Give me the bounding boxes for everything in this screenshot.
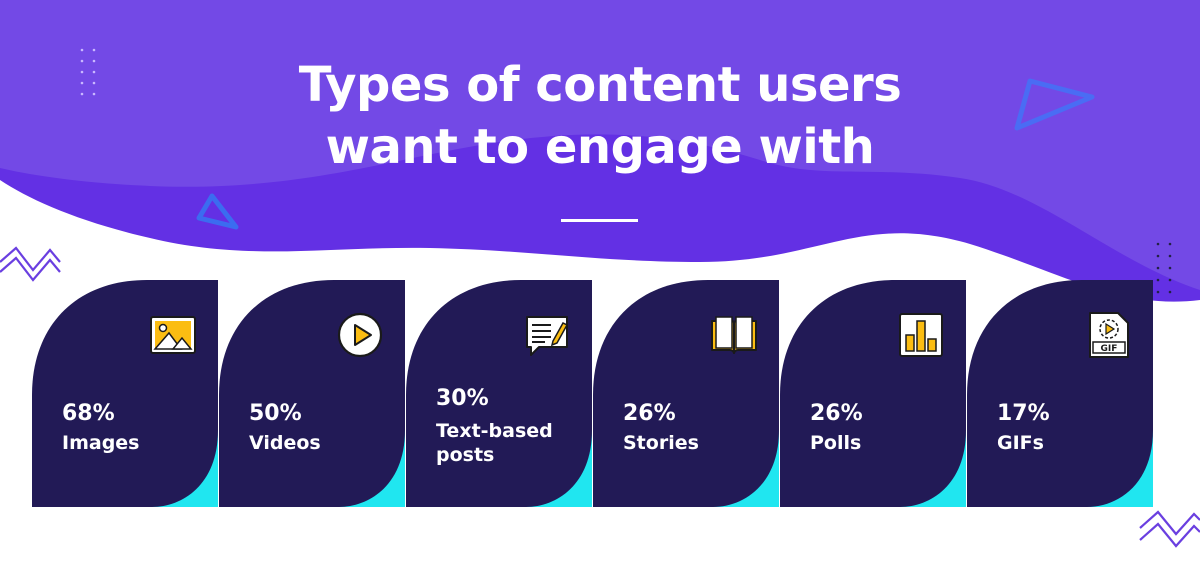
gif-icon-text: GIF — [1101, 344, 1118, 354]
title-underline — [561, 219, 638, 222]
content-type-label: Videos — [249, 431, 414, 455]
play-icon — [337, 312, 383, 358]
content-type-card: GIF 17% GIFs — [967, 280, 1166, 507]
content-type-label: Polls — [810, 431, 975, 455]
content-type-card: 30% Text-based posts — [406, 280, 605, 507]
content-type-label-line: Images — [62, 432, 140, 454]
content-type-label-line: Videos — [249, 432, 321, 454]
page-title: Types of content users want to engage wi… — [200, 54, 1000, 178]
bar-chart-icon — [899, 313, 943, 357]
content-type-label-line: Text-based — [436, 420, 553, 442]
content-type-card: 26% Polls — [780, 280, 979, 507]
percent-value: 30% — [436, 386, 489, 411]
card-shape — [219, 280, 405, 507]
card-shape — [32, 280, 218, 507]
content-type-label: GIFs — [997, 431, 1162, 455]
image-icon — [150, 316, 196, 354]
gif-file-icon: GIF — [1089, 312, 1129, 358]
gif-file-icon: GIF — [1089, 312, 1129, 358]
content-type-label: Images — [62, 431, 227, 455]
content-type-card: 68% Images — [32, 280, 231, 507]
content-type-card: 26% Stories — [593, 280, 792, 507]
content-type-label-line: Stories — [623, 432, 699, 454]
zigzag-left — [0, 246, 61, 282]
title-line-2: want to engage with — [325, 119, 875, 175]
title-line-1: Types of content users — [298, 57, 902, 113]
bar-chart-icon — [899, 313, 943, 357]
content-type-card: 50% Videos — [219, 280, 418, 507]
text-chat-icon — [526, 316, 569, 356]
content-type-label-line: Polls — [810, 432, 862, 454]
triangle-outline-right — [1014, 78, 1095, 131]
content-type-label: Stories — [623, 431, 788, 455]
percent-value: 26% — [810, 401, 863, 426]
book-icon — [711, 316, 757, 354]
text-chat-icon — [526, 316, 569, 356]
play-icon — [337, 312, 383, 358]
content-type-label: Text-based posts — [436, 419, 601, 467]
dot-grid-top-left — [80, 48, 96, 96]
card-shape — [593, 280, 779, 507]
percent-value: 26% — [623, 401, 676, 426]
zigzag-bottom-right — [1139, 510, 1200, 548]
card-shape — [780, 280, 966, 507]
image-icon — [150, 316, 196, 354]
card-shape — [967, 280, 1153, 507]
percent-value: 17% — [997, 401, 1050, 426]
triangle-outline-left — [196, 193, 239, 230]
percent-value: 50% — [249, 401, 302, 426]
dot-grid-right — [1156, 242, 1172, 294]
book-icon — [711, 316, 757, 354]
content-type-label-line: posts — [436, 444, 495, 466]
percent-value: 68% — [62, 401, 115, 426]
header-wave-light — [0, 0, 1200, 290]
content-type-label-line: GIFs — [997, 432, 1044, 454]
